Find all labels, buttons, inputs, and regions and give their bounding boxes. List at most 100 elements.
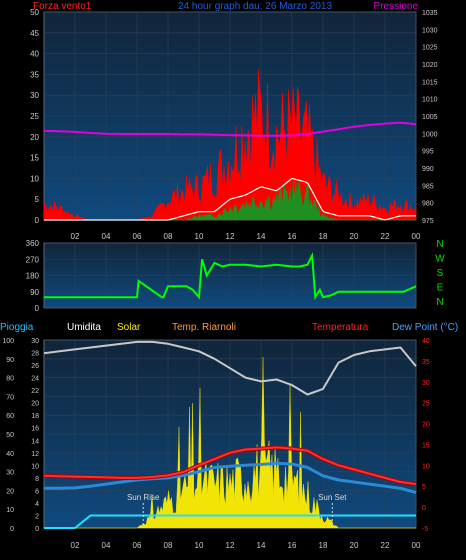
wind-panel: 0510152025303540455097598098599099510001… [30,8,438,241]
wind-x-tick: 14 [257,232,266,241]
temperature-x-tick: 20 [350,541,359,550]
temp-y-tick: 5 [422,484,426,491]
temp-y-tick: 0 [422,505,426,512]
wind-x-tick: 08 [164,232,173,241]
direction-y-tick: 90 [30,288,39,297]
temperature-x-tick: 14 [257,541,266,550]
wind-y-tick: 10 [30,174,39,183]
rain-y-tick: 30 [31,338,39,345]
wind-x-tick: 04 [102,232,111,241]
wind-y-tick: 30 [30,91,39,100]
chart-title: 24 hour graph dau: 26 Marzo 2013 [178,1,332,12]
direction-series [44,251,417,301]
humidity-y-tick: 0 [10,526,14,533]
rain-y-tick: 22 [31,388,39,395]
rain-y-tick: 8 [35,476,39,483]
temp-y-tick: 35 [422,359,430,366]
dewpoint-series [44,461,417,494]
wind-y-tick: 40 [30,50,39,59]
pressure-y-tick: 995 [422,149,434,156]
wind-y-tick: 5 [35,195,40,204]
rain-y-tick: 2 [35,513,39,520]
dewpoint-label: Dew Point (°C) [392,322,458,333]
temp-y-tick: 25 [422,401,430,408]
temperature-x-tick: 10 [195,541,204,550]
pressure-y-tick: 1005 [422,114,438,121]
wind-average-series [44,177,416,221]
rain-y-tick: 18 [31,413,39,420]
humidity-y-tick: 40 [6,451,14,458]
temperature-series [43,446,417,486]
wind-axis-label: Forza vento1 [33,1,92,12]
compass-letter: N [436,239,443,250]
wind-y-tick: 0 [35,216,40,225]
pressure-axis-label: Pressione [374,1,419,12]
wind-y-tick: 15 [30,154,39,163]
temperature-x-tick: 08 [164,541,173,550]
temperature-x-tick: 00 [412,541,421,550]
humidity-label: Umidita [67,322,101,333]
rain-label: Pioggia [0,322,34,333]
humidity-y-tick: 80 [6,376,14,383]
wind-x-tick: 18 [319,232,328,241]
direction-y-tick: 360 [26,239,40,248]
pressure-y-tick: 1015 [422,79,438,86]
sun-rise-label: Sun Rise [127,493,160,502]
rain-y-tick: 6 [35,488,39,495]
compass-letter: E [437,283,444,294]
station-temp-label: Temp. Riarnoli [172,322,236,333]
temperature-x-tick: 04 [102,541,111,550]
rain-y-tick: 10 [31,463,39,470]
humidity-y-tick: 50 [6,432,14,439]
solar-label: Solar [117,322,141,333]
humidity-y-tick: 10 [6,507,14,514]
temp-y-tick: 40 [422,338,430,345]
pressure-y-tick: 1025 [422,45,438,52]
rain-y-tick: 28 [31,351,39,358]
temperature-x-tick: 12 [226,541,235,550]
temperature-x-tick: 02 [71,541,80,550]
wind-x-tick: 12 [226,232,235,241]
pressure-y-tick: 985 [422,183,434,190]
wind-x-tick: 16 [288,232,297,241]
rain-y-tick: 20 [31,401,39,408]
humidity-y-tick: 30 [6,470,14,477]
wind-y-tick: 45 [30,29,39,38]
compass-letter: N [436,297,443,308]
temperature-panel: 0102030405060708090100024681012141618202… [2,338,430,550]
direction-y-tick: 270 [26,255,40,264]
solar-series [44,356,416,529]
wind-x-tick: 22 [381,232,390,241]
pressure-y-tick: 990 [422,166,434,173]
sun-set-label: Sun Set [318,493,347,502]
wind-x-tick: 00 [412,232,421,241]
temp-y-tick: 10 [422,463,430,470]
pressure-y-tick: 975 [422,218,434,225]
compass-letter: S [437,268,444,279]
humidity-y-tick: 90 [6,357,14,364]
temperature-x-tick: 18 [319,541,328,550]
humidity-y-tick: 20 [6,488,14,495]
rain-y-tick: 16 [31,426,39,433]
wind-y-tick: 50 [30,8,39,17]
temperature-label: Temperatura [312,322,369,333]
wind-y-tick: 25 [30,112,39,121]
rain-y-tick: 12 [31,451,39,458]
rain-y-tick: 24 [31,376,39,383]
humidity-y-tick: 60 [6,413,14,420]
pressure-series [43,121,417,137]
temp-y-tick: 20 [422,422,430,429]
temperature-x-tick: 06 [133,541,142,550]
pressure-y-tick: 1035 [422,10,438,17]
wind-x-tick: 02 [71,232,80,241]
pressure-y-tick: 1030 [422,27,438,34]
pressure-y-tick: 1010 [422,97,438,104]
direction-panel: 0 90 180 270 360 [26,239,417,313]
temp-y-tick: 15 [422,442,430,449]
temp-y-tick: -5 [422,526,428,533]
wind-y-tick: 35 [30,70,39,79]
temperature-x-tick: 22 [381,541,390,550]
humidity-series [43,340,417,396]
